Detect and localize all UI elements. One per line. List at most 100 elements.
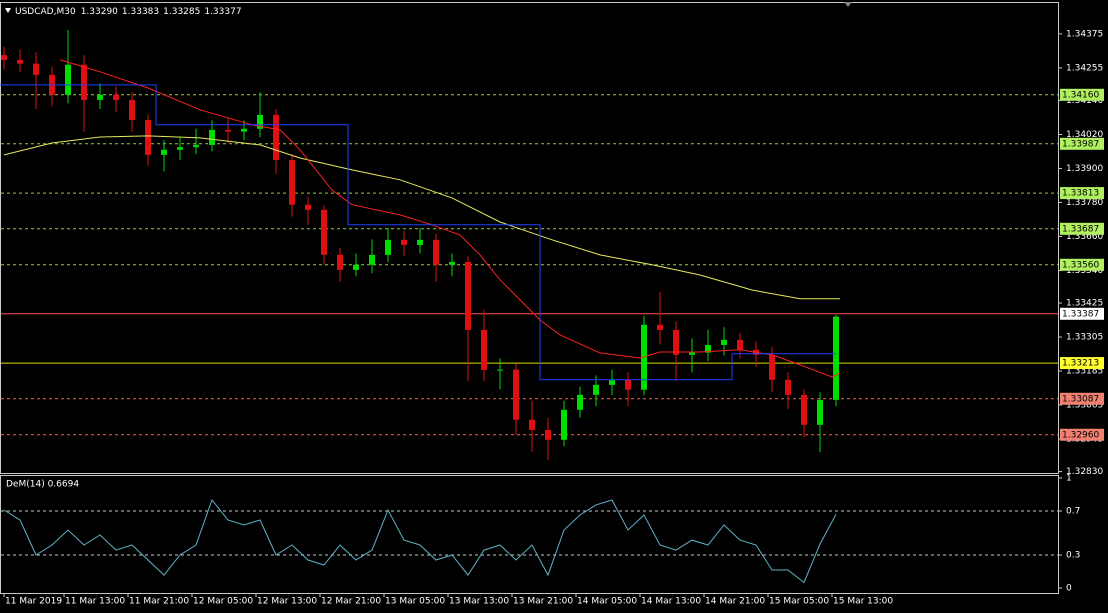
y-tick-label: 1 <box>1066 473 1072 483</box>
level-label-box <box>1060 88 1104 101</box>
y-tick-label: 1.32830 <box>1066 467 1103 477</box>
indicator-frame <box>0 475 1059 594</box>
candle-body <box>369 254 375 265</box>
y-tick-label: 1.34375 <box>1066 29 1103 39</box>
candle-body <box>305 204 311 210</box>
candle-body <box>721 339 727 345</box>
candle-body <box>81 64 87 100</box>
x-tick-label: 15 Mar 05:00 <box>769 597 829 607</box>
x-tick-label: 11 Mar 13:00 <box>65 597 125 607</box>
x-tick-label: 13 Mar 21:00 <box>513 597 573 607</box>
quote: 1.33377 <box>204 7 241 17</box>
level-label-box <box>1060 357 1104 370</box>
candle-body <box>577 394 583 410</box>
candle-body <box>97 94 103 100</box>
x-tick-label: 15 Mar 13:00 <box>833 597 893 607</box>
candle-body <box>433 239 439 265</box>
candle-body <box>177 147 183 150</box>
candle-body <box>289 159 295 205</box>
y-tick-label: 1.33780 <box>1066 198 1103 208</box>
y-tick-label: 1.33305 <box>1066 333 1103 343</box>
x-tick-label: 14 Mar 21:00 <box>705 597 765 607</box>
x-tick-label: 11 Mar 21:00 <box>129 597 189 607</box>
y-tick-label: 1.33900 <box>1066 164 1103 174</box>
level-label-box <box>1060 222 1104 235</box>
candle-body <box>801 394 807 425</box>
candle-body <box>337 254 343 270</box>
x-tick-label: 14 Mar 05:00 <box>577 597 637 607</box>
quote: 1.33285 <box>163 7 200 17</box>
y-tick-label: 1.33540 <box>1066 266 1103 276</box>
candle-body <box>17 59 23 64</box>
level-label: 1.34160 <box>1062 90 1099 100</box>
level-label: 1.32960 <box>1062 430 1099 440</box>
candle-body <box>609 379 615 385</box>
candle-body <box>593 384 599 395</box>
level-label-box <box>1060 307 1104 320</box>
y-tick-label: 1.33185 <box>1066 367 1103 377</box>
level-label: 1.33687 <box>1062 224 1099 234</box>
x-tick-label: 14 Mar 13:00 <box>641 597 701 607</box>
y-tick-label: 1.34020 <box>1066 130 1103 140</box>
candle-body <box>545 429 551 440</box>
level-label-box <box>1060 137 1104 150</box>
dem-line <box>3 498 837 584</box>
y-tick-label: 0 <box>1066 584 1072 594</box>
candle-body <box>241 128 247 132</box>
candle-body <box>1 55 7 60</box>
menu-arrow <box>5 8 11 13</box>
candle-body <box>817 399 823 425</box>
candle-body <box>529 419 535 430</box>
candle-body <box>497 369 503 371</box>
candle-body <box>225 129 231 132</box>
header: USDCAD,M30 1.33290 1.33383 1.33285 1.33377 <box>15 7 242 17</box>
level-label: 1.33987 <box>1062 139 1099 149</box>
candle-body <box>465 261 471 330</box>
y-tick-label: 0.3 <box>1066 551 1080 561</box>
symbol: USDCAD,M30 <box>15 7 76 17</box>
candle-body <box>193 144 199 148</box>
x-tick-label: 13 Mar 13:00 <box>449 597 509 607</box>
candle-body <box>625 379 631 390</box>
level-label-box <box>1060 187 1104 200</box>
indicator-title: DeM(14) 0.6694 <box>6 480 79 490</box>
candle-body <box>449 261 455 265</box>
y-tick-label: 0.7 <box>1066 507 1080 517</box>
candle-body <box>385 239 391 255</box>
indicator-line <box>3 135 840 300</box>
candle-body <box>481 329 487 370</box>
candle-body <box>561 409 567 440</box>
quote: 1.33290 <box>81 7 118 17</box>
level-label-box <box>1060 392 1104 405</box>
candle-body <box>161 149 167 155</box>
candle-body <box>417 239 423 245</box>
candle-body <box>737 339 743 350</box>
level-label: 1.33387 <box>1062 309 1099 319</box>
indicator-line <box>0 84 836 381</box>
y-tick-label: 1.33660 <box>1066 232 1103 242</box>
candle-body <box>689 352 695 355</box>
candle-body <box>785 379 791 395</box>
candle-body <box>673 329 679 355</box>
shift-marker <box>844 2 852 7</box>
x-tick-label: 12 Mar 13:00 <box>257 597 317 607</box>
x-tick-label: 11 Mar 2019 <box>5 597 62 607</box>
level-label-box <box>1060 258 1104 271</box>
x-tick-label: 12 Mar 05:00 <box>193 597 253 607</box>
x-tick-label: 13 Mar 05:00 <box>385 597 445 607</box>
candle-body <box>769 354 775 380</box>
level-label: 1.33560 <box>1062 260 1099 270</box>
candle-body <box>657 324 663 330</box>
indicator-line <box>59 59 841 378</box>
candle-body <box>113 94 119 100</box>
candle-body <box>273 114 279 160</box>
y-tick-label: 1.34255 <box>1066 63 1103 73</box>
candle-body <box>353 264 359 270</box>
level-label: 1.33813 <box>1062 189 1099 199</box>
candle-body <box>145 120 151 155</box>
y-tick-label: 1.33425 <box>1066 299 1103 309</box>
level-label: 1.33213 <box>1062 359 1099 369</box>
candle-body <box>257 114 263 129</box>
level-label-box <box>1060 428 1104 441</box>
